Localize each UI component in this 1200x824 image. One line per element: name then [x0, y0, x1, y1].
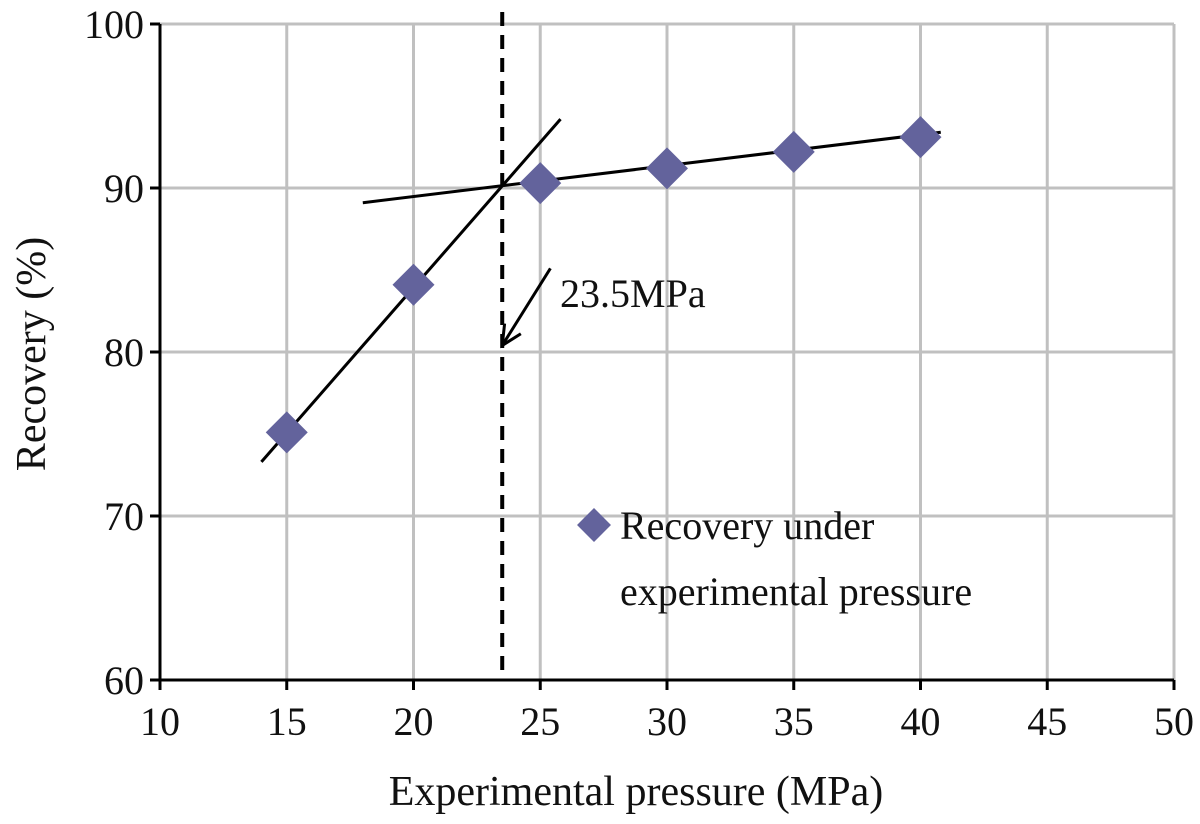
legend: Recovery under experimental pressure	[577, 503, 972, 614]
annotation-arrow-head	[500, 323, 522, 349]
data-points	[265, 116, 942, 454]
data-point-15	[265, 411, 308, 454]
x-tick-label-45: 45	[1027, 699, 1067, 744]
x-tick-label-20: 20	[394, 699, 434, 744]
data-point-40	[899, 116, 942, 159]
y-tick-label-80: 80	[104, 330, 144, 375]
axes	[150, 22, 1176, 690]
y-tick-label-60: 60	[104, 658, 144, 703]
y-tick-label-90: 90	[104, 166, 144, 211]
x-tick-label-15: 15	[267, 699, 307, 744]
annotation-arrow-shaft	[500, 267, 552, 347]
y-tick-label-100: 100	[84, 2, 144, 47]
annotation-label: 23.5MPa	[560, 271, 706, 316]
legend-label-line-1: Recovery under	[620, 503, 874, 548]
y-tick-label-70: 70	[104, 494, 144, 539]
y-axis-title: Recovery (%)	[9, 237, 55, 471]
x-tick-label-30: 30	[647, 699, 687, 744]
legend-label-line-2: experimental pressure	[620, 569, 972, 614]
x-axis-title: Experimental pressure (MPa)	[389, 769, 884, 815]
annotation: 23.5MPa	[560, 271, 706, 316]
data-point-30	[646, 147, 688, 190]
x-tick-label-50: 50	[1154, 699, 1194, 744]
data-point-35	[772, 130, 815, 173]
x-tick-label-35: 35	[774, 699, 814, 744]
tick-labels: 10 15 20 25 30 35 40 45 50 60 70 80 90 100	[84, 2, 1194, 744]
legend-marker	[577, 508, 611, 542]
x-tick-label-40: 40	[901, 699, 941, 744]
data-point-20	[392, 263, 435, 306]
x-tick-label-10: 10	[140, 699, 180, 744]
data-point-25	[519, 162, 562, 205]
x-tick-label-25: 25	[520, 699, 560, 744]
